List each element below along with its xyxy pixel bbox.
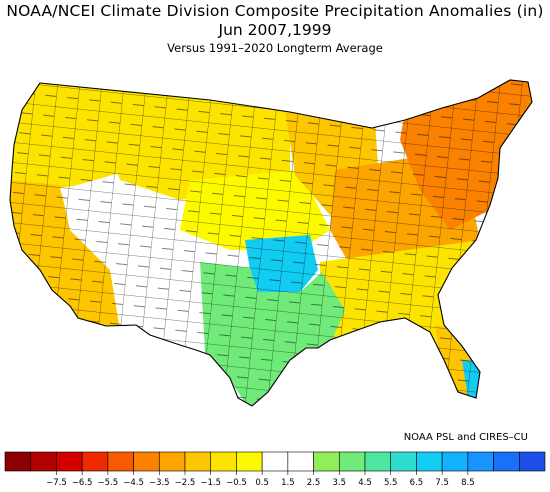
- legend-swatch: [416, 451, 443, 472]
- legend-swatch: [313, 451, 340, 472]
- legend-swatch: [518, 451, 546, 472]
- legend-swatch: [158, 451, 186, 472]
- division-boundaries: [10, 80, 532, 406]
- legend-tick-label: −7.5: [46, 478, 67, 488]
- credit-text: NOAA PSL and CIRES–CU: [403, 432, 528, 443]
- legend-swatch: [441, 451, 469, 472]
- legend-swatch: [210, 451, 237, 472]
- legend-swatch: [364, 451, 392, 472]
- us-climate-division-map: [9, 79, 533, 407]
- legend-tick-label: −3.5: [149, 478, 170, 488]
- legend-tick-label: 3.5: [333, 478, 347, 488]
- legend-tick-label: 7.5: [435, 478, 449, 488]
- legend-tick-label: −0.5: [226, 478, 247, 488]
- legend-swatch: [390, 451, 417, 472]
- legend-swatch: [261, 451, 289, 472]
- map-period: Jun 2007,1999: [218, 21, 332, 39]
- legend-swatch: [236, 451, 263, 472]
- legend-swatch: [30, 451, 57, 472]
- map-title: NOAA/NCEI Climate Division Composite Pre…: [6, 2, 544, 20]
- legend-tick-label: 4.5: [358, 478, 372, 488]
- legend-tick-label: 8.5: [461, 478, 475, 488]
- map-subtitle: Versus 1991–2020 Longterm Average: [167, 41, 383, 55]
- legend-tick-label: −1.5: [200, 478, 221, 488]
- legend-swatch: [107, 451, 134, 472]
- legend-tick-label: 2.5: [307, 478, 321, 488]
- legend-swatch: [287, 451, 314, 472]
- legend-tick-label: −5.5: [98, 478, 119, 488]
- legend-swatch: [4, 451, 32, 472]
- legend-swatch: [56, 451, 83, 472]
- legend-tick-label: −6.5: [72, 478, 93, 488]
- legend-tick-label: 1.5: [281, 478, 295, 488]
- legend-swatch: [338, 451, 366, 472]
- legend-swatch: [493, 451, 520, 472]
- legend-swatch: [184, 451, 212, 472]
- legend-tick-label: 5.5: [384, 478, 398, 488]
- legend-tick-label: 6.5: [410, 478, 424, 488]
- legend-tick-label: 0.5: [255, 478, 269, 488]
- legend-tick-label: −2.5: [175, 478, 196, 488]
- legend-swatch: [81, 451, 109, 472]
- color-legend: −7.5 −6.5 −5.5 −4.5 −3.5 −2.5 −1.5 −0.5 0.5 1.5 2.…: [4, 451, 546, 488]
- legend-swatch: [467, 451, 494, 472]
- legend-swatch: [133, 451, 160, 472]
- legend-tick-label: −4.5: [123, 478, 144, 488]
